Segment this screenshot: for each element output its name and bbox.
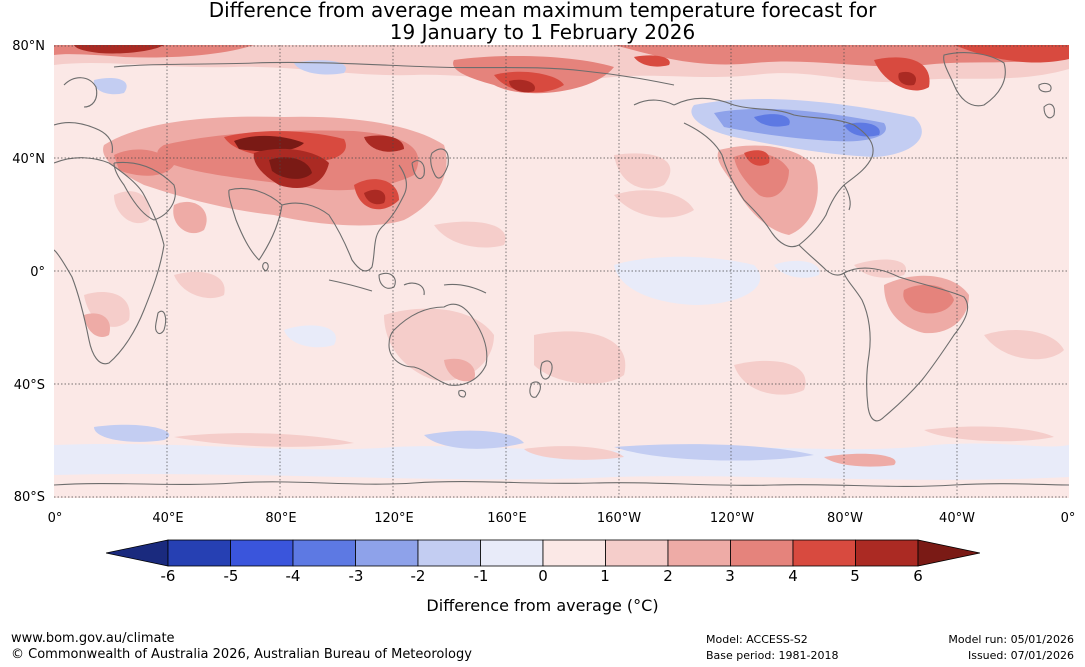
colorbar-tick: 4	[788, 567, 798, 585]
footer-copyright: © Commonwealth of Australia 2026, Austra…	[11, 647, 472, 662]
lat-label-40s: 40°S	[13, 378, 45, 393]
colorbar-tick: 1	[600, 567, 610, 585]
colorbar-label: Difference from average (°C)	[426, 596, 659, 615]
colorbar-tick: -6	[160, 567, 176, 585]
colorbar-tick: 0	[538, 567, 548, 585]
colorbar-bin	[855, 539, 919, 567]
lon-label-160e: 160°E	[487, 511, 527, 526]
lat-label-equator: 0°	[30, 265, 45, 280]
colorbar-tick: 3	[725, 567, 735, 585]
southern-hemisphere-warm-patches	[84, 190, 1064, 395]
arctic-anomalies	[54, 45, 1069, 95]
colorbar-bin	[230, 539, 294, 567]
lon-label-40w: 40°W	[939, 511, 975, 526]
asia-warm-anomaly	[103, 116, 447, 234]
colorbar-bin	[292, 539, 356, 567]
footer-base-period: Base period: 1981-2018	[706, 649, 839, 662]
lon-label-80e: 80°E	[265, 511, 297, 526]
north-america-cold-anomaly	[691, 98, 922, 157]
colorbar-bin	[730, 539, 794, 567]
colorbar-tick: 6	[913, 567, 923, 585]
lon-label-40e: 40°E	[152, 511, 184, 526]
footer-model: Model: ACCESS-S2	[706, 633, 808, 646]
lon-label-160w: 160°W	[596, 511, 642, 526]
colorbar-bin	[167, 539, 231, 567]
lon-label-120e: 120°E	[374, 511, 414, 526]
south-america-warm-anomaly	[854, 259, 969, 334]
footer-url[interactable]: www.bom.gov.au/climate	[11, 631, 175, 646]
map-title-line1: Difference from average mean maximum tem…	[208, 0, 877, 22]
lon-label-80w: 80°W	[827, 511, 863, 526]
footer-model-run: Model run: 05/01/2026	[948, 633, 1074, 646]
temperature-anomaly-map	[54, 45, 1069, 498]
colorbar-bin	[480, 539, 544, 567]
map-title-line2: 19 January to 1 February 2026	[389, 20, 696, 44]
colorbar-tick: -5	[223, 567, 239, 585]
colorbar-bin	[417, 539, 481, 567]
north-america-warm-anomaly	[614, 145, 818, 235]
lat-label-80n: 80°N	[12, 39, 45, 54]
tropical-pacific-cool-anomaly	[284, 256, 820, 348]
footer-issued: Issued: 07/01/2026	[967, 649, 1074, 662]
colorbar-extend-low	[106, 539, 169, 567]
colorbar	[106, 539, 980, 567]
colorbar-extend-high	[917, 539, 980, 567]
colorbar-bin	[667, 539, 731, 567]
lon-label-0-left: 0°	[47, 511, 63, 526]
colorbar-tick: -2	[410, 567, 426, 585]
base-anomaly-fill	[54, 45, 1069, 498]
colorbar-tick: -3	[348, 567, 364, 585]
southern-ocean-anomalies	[54, 424, 1069, 498]
colorbar-bin	[355, 539, 419, 567]
colorbar-bin	[542, 539, 606, 567]
lon-label-0-right: 0°	[1060, 511, 1076, 526]
map-canvas	[54, 45, 1069, 498]
coastlines	[54, 52, 1069, 487]
colorbar-bin	[792, 539, 856, 567]
colorbar-tick: 5	[850, 567, 860, 585]
lat-label-80s: 80°S	[13, 490, 45, 505]
graticule	[54, 45, 1069, 498]
lat-label-40n: 40°N	[12, 152, 45, 167]
lon-label-120w: 120°W	[709, 511, 755, 526]
colorbar-tick: -1	[473, 567, 489, 585]
colorbar-tick: -4	[285, 567, 301, 585]
colorbar-tick: 2	[663, 567, 673, 585]
colorbar-bin	[605, 539, 669, 567]
